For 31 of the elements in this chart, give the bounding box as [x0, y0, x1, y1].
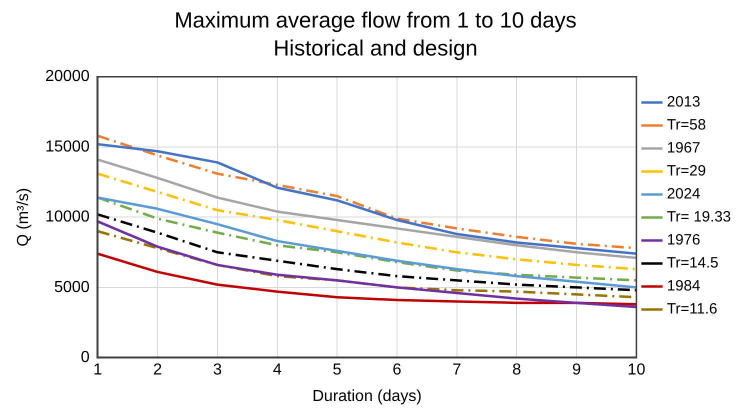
- line-series: [98, 172, 636, 270]
- y-tick-label: 5000: [54, 278, 90, 296]
- line-series: [98, 213, 636, 292]
- x-tick-label: 1: [93, 362, 102, 379]
- legend-label: 1976: [666, 232, 700, 249]
- legend-label: 1984: [666, 278, 700, 295]
- legend-label: 1967: [666, 140, 700, 157]
- x-tick-label: 4: [272, 362, 282, 379]
- legend-label: Tr=58: [666, 116, 706, 134]
- x-tick-label: 9: [572, 362, 582, 379]
- legend-label: 2024: [666, 186, 700, 203]
- chart-subtitle: Historical and design: [273, 36, 478, 61]
- chart-title: Maximum average flow from 1 to 10 days: [174, 7, 577, 32]
- y-tick-label: 15000: [45, 138, 90, 156]
- legend-label: Tr=11.6: [666, 300, 718, 318]
- x-axis-title: Duration (days): [312, 388, 422, 405]
- x-tick-label: 7: [452, 362, 462, 379]
- x-tick-label: 2: [153, 362, 162, 379]
- legend-label: Tr=29: [666, 162, 706, 180]
- legend-label: Tr= 19.33: [666, 208, 732, 226]
- y-tick-label: 20000: [45, 68, 90, 86]
- x-tick-label: 10: [628, 362, 646, 379]
- x-tick-label: 8: [512, 362, 522, 379]
- y-tick-label: 10000: [45, 208, 90, 226]
- y-tick-label: 0: [80, 349, 90, 366]
- legend-label: Tr=14.5: [666, 254, 718, 272]
- x-tick-label: 6: [392, 362, 402, 379]
- x-tick-label: 5: [332, 362, 342, 379]
- legend-label: 2013: [666, 94, 700, 111]
- x-tick-label: 3: [212, 362, 222, 379]
- y-axis-title: Q (m³/s): [15, 188, 32, 247]
